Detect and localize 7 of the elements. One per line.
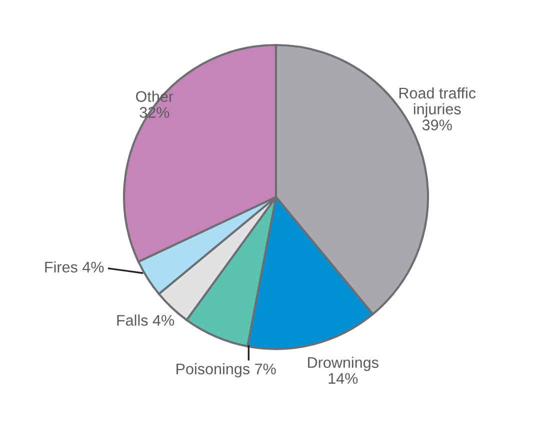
slice-label: Falls 4% [117, 314, 174, 326]
data-label: 14% [328, 373, 358, 384]
data-label: 39% [422, 120, 452, 130]
slice-label: Poisonings 7% [176, 363, 276, 378]
slice-label: Drownings [308, 356, 378, 371]
slice-label: Fires 4% [45, 261, 104, 273]
slice-label: Road traffic injuries [399, 87, 476, 118]
